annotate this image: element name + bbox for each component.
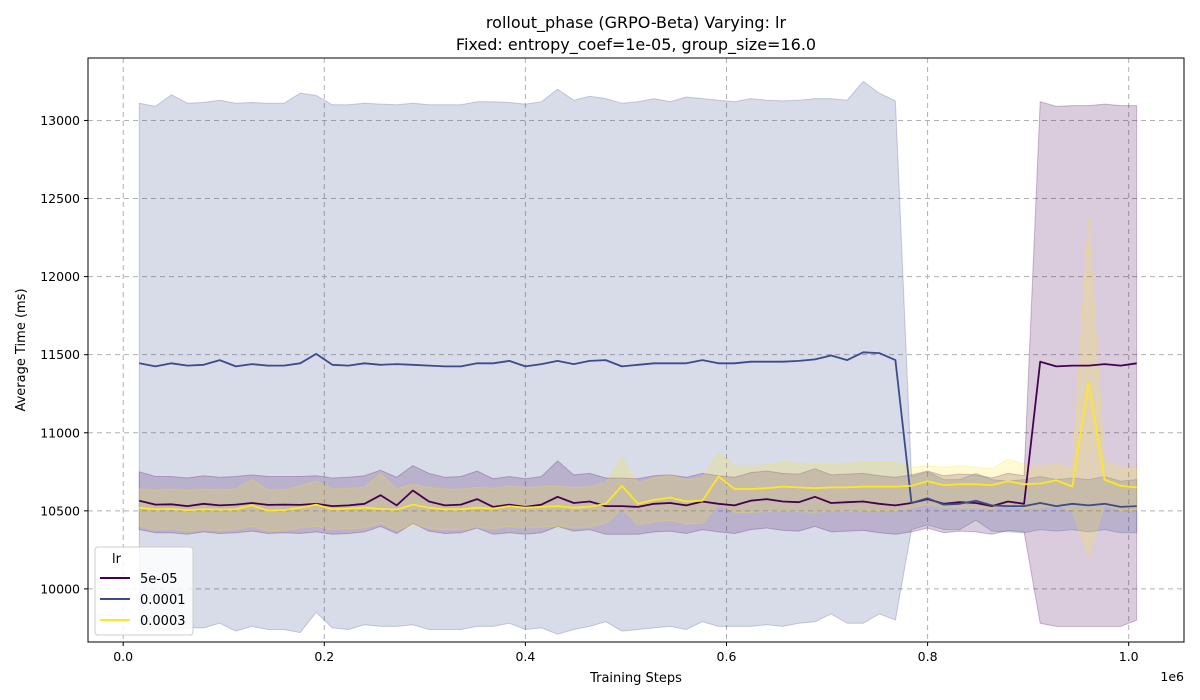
y-tick-label: 11500 bbox=[40, 347, 80, 362]
legend-label: 0.0003 bbox=[140, 614, 186, 629]
y-axis-label: Average Time (ms) bbox=[14, 288, 29, 411]
legend: lr 5e-05 0.0001 0.0003 bbox=[95, 547, 193, 635]
y-tick-label: 12500 bbox=[40, 191, 80, 206]
legend-label: 0.0001 bbox=[140, 593, 186, 608]
x-tick-label: 0.2 bbox=[314, 649, 334, 664]
chart-title: rollout_phase (GRPO-Beta) Varying: lr bbox=[486, 13, 787, 33]
x-axis-ticks: 0.0 0.2 0.4 0.6 0.8 1.0 bbox=[113, 642, 1138, 664]
y-tick-label: 10500 bbox=[40, 503, 80, 518]
chart-subtitle: Fixed: entropy_coef=1e-05, group_size=16… bbox=[456, 35, 816, 55]
y-tick-label: 13000 bbox=[40, 113, 80, 128]
x-tick-label: 0.8 bbox=[918, 649, 938, 664]
x-tick-label: 0.0 bbox=[113, 649, 133, 664]
x-tick-label: 0.4 bbox=[515, 649, 535, 664]
x-tick-label: 0.6 bbox=[717, 649, 737, 664]
legend-label: 5e-05 bbox=[140, 572, 178, 587]
x-offset-label: 1e6 bbox=[1160, 669, 1184, 684]
y-tick-label: 12000 bbox=[40, 269, 80, 284]
legend-title: lr bbox=[112, 552, 122, 567]
y-tick-label: 11000 bbox=[40, 425, 80, 440]
y-axis-ticks: 10000 10500 11000 11500 12000 12500 13000 bbox=[40, 113, 88, 596]
y-tick-label: 10000 bbox=[40, 581, 80, 596]
x-tick-label: 1.0 bbox=[1119, 649, 1139, 664]
x-axis-label: Training Steps bbox=[589, 671, 682, 686]
